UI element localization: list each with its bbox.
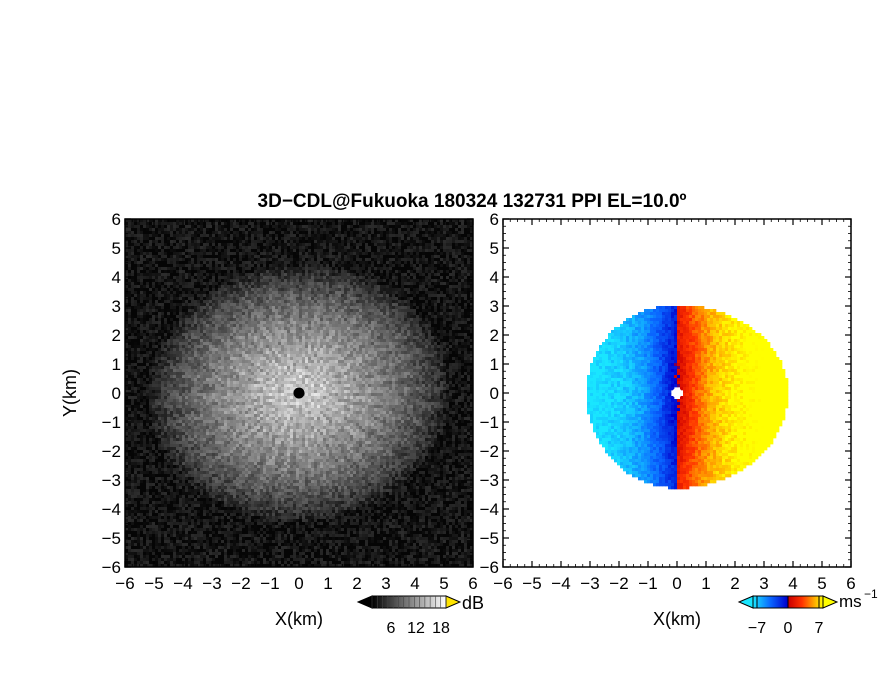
x-tick-label: 3 [759,574,768,593]
y-tick-label: 5 [112,239,121,258]
y-tick-label: 0 [112,384,121,403]
y-tick-label: 3 [112,297,121,316]
y-tick-label: −3 [480,471,499,490]
x-tick-label: 5 [439,574,448,593]
y-tick-label: −2 [102,442,121,461]
left-center-marker [293,387,305,399]
x-tick-label: −6 [115,574,134,593]
right-colorbar-extend-low [737,595,754,609]
x-tick-label: −4 [173,574,192,593]
x-tick-label: 2 [730,574,739,593]
right-heatmap [587,306,789,490]
x-tick-label: −1 [638,574,657,593]
y-tick-label: 5 [490,239,499,258]
x-tick-label: 6 [468,574,477,593]
left-colorbar-extend-low [356,595,373,609]
x-tick-label: 1 [323,574,332,593]
x-tick-label: −3 [580,574,599,593]
y-tick-label: 3 [490,297,499,316]
y-tick-label: 1 [490,355,499,374]
y-tick-label: 6 [490,210,499,229]
y-tick-label: 0 [490,384,499,403]
x-tick-label: −2 [609,574,628,593]
left-colorbar-tick-label: 12 [407,620,425,637]
left-colorbar-tick-label: 6 [387,620,396,637]
right-colorbar: ms −1 −7 0 7 [737,587,878,637]
x-tick-label: −5 [144,574,163,593]
y-tick-label: −5 [480,529,499,548]
y-tick-label: −1 [102,413,121,432]
left-x-axis-label: X(km) [275,609,323,629]
y-tick-label: 2 [490,326,499,345]
y-tick-label: 1 [112,355,121,374]
x-tick-label: 0 [294,574,303,593]
x-tick-label: 2 [352,574,361,593]
right-colorbar-extend-high [822,595,839,609]
y-tick-label: −5 [102,529,121,548]
y-tick-label: 4 [112,268,121,287]
right-x-axis-label: X(km) [653,609,701,629]
y-tick-label: −2 [480,442,499,461]
left-colorbar: dB 6 12 18 [356,593,484,637]
x-tick-label: 3 [381,574,390,593]
left-panel: −6 −5 −4 −3 −2 −1 0 1 2 3 4 5 6 6 5 4 3 2 1 0 −1 −2 −3 −4 −5 −6 X… [60,210,478,629]
x-tick-label: 6 [846,574,855,593]
y-tick-label: −6 [102,558,121,577]
x-tick-label: −2 [231,574,250,593]
x-tick-label: −4 [551,574,570,593]
x-tick-label: −5 [522,574,541,593]
right-colorbar-unit: ms [839,592,862,611]
right-panel: −6 −5 −4 −3 −2 −1 0 1 2 3 4 5 6 6 5 4 3 2 1 0 −1 −2 −3 −4 −5 −6 X… [480,210,856,629]
x-tick-label: −6 [493,574,512,593]
y-tick-label: −3 [102,471,121,490]
x-tick-label: 5 [817,574,826,593]
right-axis-ticks: −6 −5 −4 −3 −2 −1 0 1 2 3 4 5 6 6 5 4 3 2 1 0 −1 −2 −3 −4 −5 −6 [480,210,856,593]
left-colorbar-extend-high [445,595,462,609]
y-axis-label: Y(km) [60,369,80,417]
figure-title: 3D−CDL@Fukuoka 180324 132731 PPI EL=10.0… [258,191,687,212]
y-tick-label: −4 [480,500,499,519]
y-tick-label: −6 [480,558,499,577]
right-colorbar-tick-label: −7 [748,620,766,637]
left-colorbar-tick-label: 18 [432,620,450,637]
x-tick-label: 1 [701,574,710,593]
y-tick-label: −4 [102,500,121,519]
right-colorbar-tick-label: 7 [815,620,824,637]
x-tick-label: 0 [672,574,681,593]
y-tick-label: 6 [112,210,121,229]
left-colorbar-unit: dB [462,593,484,613]
x-tick-label: −3 [202,574,221,593]
right-colorbar-tick-label: 0 [784,620,793,637]
y-tick-label: −1 [480,413,499,432]
right-center-marker [672,388,682,398]
y-tick-label: 2 [112,326,121,345]
x-tick-label: 4 [788,574,797,593]
x-tick-label: −1 [260,574,279,593]
y-tick-label: 4 [490,268,499,287]
left-axis-ticks: −6 −5 −4 −3 −2 −1 0 1 2 3 4 5 6 6 5 4 3 2 1 0 −1 −2 −3 −4 −5 −6 [102,210,478,593]
right-colorbar-unit-exponent: −1 [864,587,878,601]
left-heatmap [125,219,473,567]
x-tick-label: 4 [410,574,419,593]
